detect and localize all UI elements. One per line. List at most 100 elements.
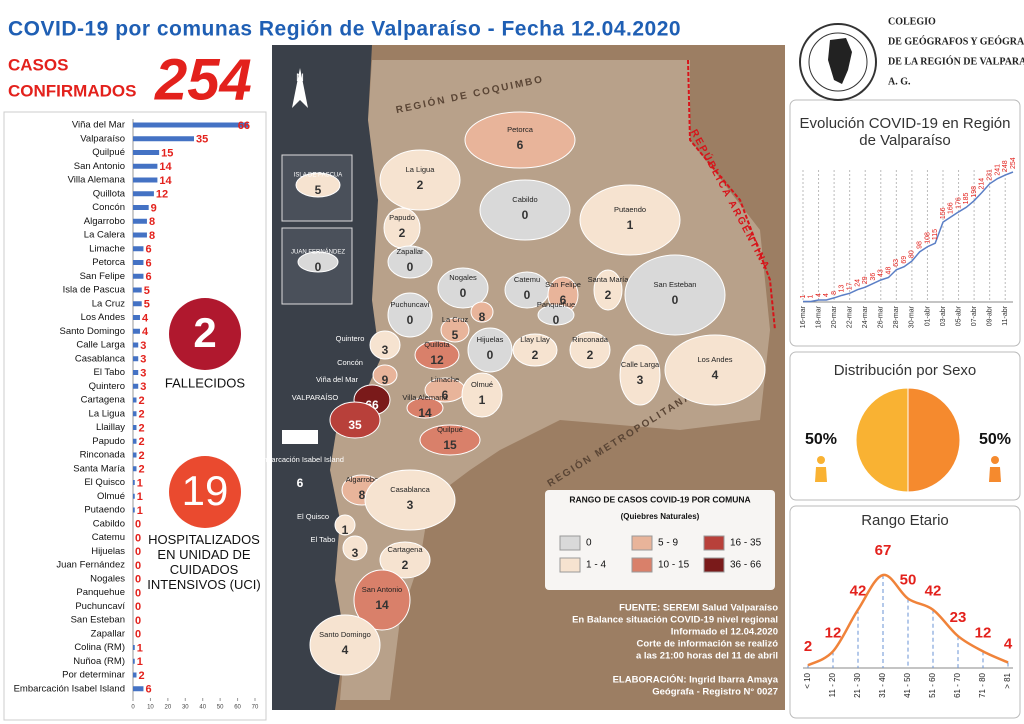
line: [803, 171, 1014, 303]
category-label: Cartagena: [81, 395, 126, 406]
x-tick-label: 21 - 30: [853, 672, 862, 697]
commune-name: Limache: [431, 375, 459, 384]
pie-chart-title: Distribución por Sexo: [833, 362, 977, 379]
commune-name: Panquehue: [537, 300, 575, 309]
commune: [579, 184, 681, 256]
source-text: Corte de información se realizó: [637, 639, 779, 650]
category-label: Concón: [92, 202, 125, 213]
north: N: [296, 72, 304, 84]
pie-slice: [907, 387, 961, 493]
legend-swatch: [559, 535, 581, 551]
value-label: 3: [140, 367, 146, 379]
legend-swatch: [631, 557, 653, 573]
commune: [379, 149, 461, 211]
pie-label: 50%: [979, 431, 1011, 448]
value-label: 4: [815, 293, 822, 297]
deaths-circle: [169, 298, 241, 370]
commune-value: 35: [348, 418, 362, 432]
legend-subtitle: (Quiebres Naturales): [621, 512, 700, 521]
commune-value: 1: [342, 523, 349, 537]
category-label: Calle Larga: [76, 340, 125, 351]
x-tick-label: 31 - 40: [878, 672, 887, 697]
value-label: 4: [142, 312, 149, 324]
category-label: Putaendo: [84, 505, 125, 516]
value-label: 3: [140, 340, 146, 352]
commune-name: VALPARAÍSO: [292, 393, 339, 402]
commune: [664, 334, 766, 406]
bar: [133, 191, 154, 197]
commune-value: 2: [402, 558, 409, 572]
value-label: 0: [135, 601, 141, 613]
age-chart-title: Rango Etario: [861, 512, 949, 529]
commune: [309, 614, 381, 676]
value-label: 108: [924, 232, 931, 244]
commune-value: 14: [375, 598, 389, 612]
value-label: 115: [932, 229, 939, 240]
value-label: 17: [847, 282, 854, 290]
commune-name: Casablanca: [390, 485, 430, 494]
value-label: 48: [885, 267, 892, 275]
pie-label: 50%: [805, 431, 837, 448]
commune-value: 3: [407, 498, 414, 512]
commune: [437, 267, 489, 309]
commune-value: 3: [352, 546, 359, 560]
commune-value: 0: [522, 208, 529, 222]
category-label: La Cruz: [92, 298, 126, 309]
pie-slice: [855, 387, 909, 493]
bar: [133, 383, 139, 389]
commune-value: 2: [605, 288, 612, 302]
x-tick-label: 24-mar: [862, 305, 869, 328]
legend-title: RANGO DE CASOS COVID-19 POR COMUNA: [569, 494, 750, 504]
category-label: Valparaíso: [80, 133, 125, 144]
category-label: Cabildo: [93, 518, 125, 529]
commune-name: Hijuelas: [477, 335, 504, 344]
category-label: Santo Domingo: [60, 326, 125, 337]
organization: DE GEÓGRAFOS Y GEÓGRAFAS: [888, 35, 1024, 47]
commune: [537, 304, 575, 326]
value-label: 248: [1002, 160, 1009, 172]
commune: [569, 331, 611, 369]
icu-label: HOSPITALIZADOS EN UNIDAD DE CUIDADOS INT…: [147, 532, 261, 592]
bar: [133, 163, 158, 169]
x-tick-label: 22-mar: [847, 305, 854, 328]
value-label: 2: [804, 638, 812, 655]
source-text: Geógrafa - Registro N° 0027: [652, 687, 778, 698]
legend-label: 10 - 15: [658, 560, 690, 571]
commune-value: 0: [672, 293, 679, 307]
commune-name: Cabildo: [512, 195, 537, 204]
commune-value: 6: [517, 138, 524, 152]
commune: [295, 172, 341, 198]
x-tick-label: 09-abr: [987, 305, 994, 326]
legend-swatch: [559, 557, 581, 573]
category-label: Rinconada: [80, 450, 126, 461]
commune-name: San Esteban: [654, 280, 697, 289]
commune-name: La Cruz: [442, 315, 469, 324]
north-arrow: [292, 68, 308, 108]
commune: [342, 535, 368, 561]
commune-value: 4: [712, 368, 719, 382]
value-label: 0: [135, 587, 141, 599]
bar: [133, 287, 142, 293]
person-icon: [817, 456, 825, 464]
x-tick-label: 07-abr: [971, 305, 978, 326]
bar: [133, 370, 139, 375]
value-label: 12: [975, 624, 992, 641]
x-tick-label: 11 - 20: [828, 672, 837, 697]
commune-name: Cartagena: [387, 545, 423, 554]
value-label: 0: [135, 532, 141, 544]
commune-value: 15: [443, 438, 457, 452]
category-label: Quillota: [93, 188, 126, 199]
category-label: Isla de Pascua: [63, 285, 126, 296]
x-tick-label: 71 - 80: [978, 672, 987, 697]
x-tick-label: 60: [234, 705, 241, 711]
bar: [133, 273, 144, 279]
legend-swatch: [631, 535, 653, 551]
bar: [133, 150, 160, 155]
commune: [297, 251, 339, 273]
value-label: 198: [971, 186, 978, 198]
value-label: 42: [925, 583, 942, 600]
x-tick-label: 20-mar: [831, 305, 838, 328]
x-tick-label: 01-abr: [924, 305, 931, 326]
value-label: 8: [149, 230, 155, 242]
